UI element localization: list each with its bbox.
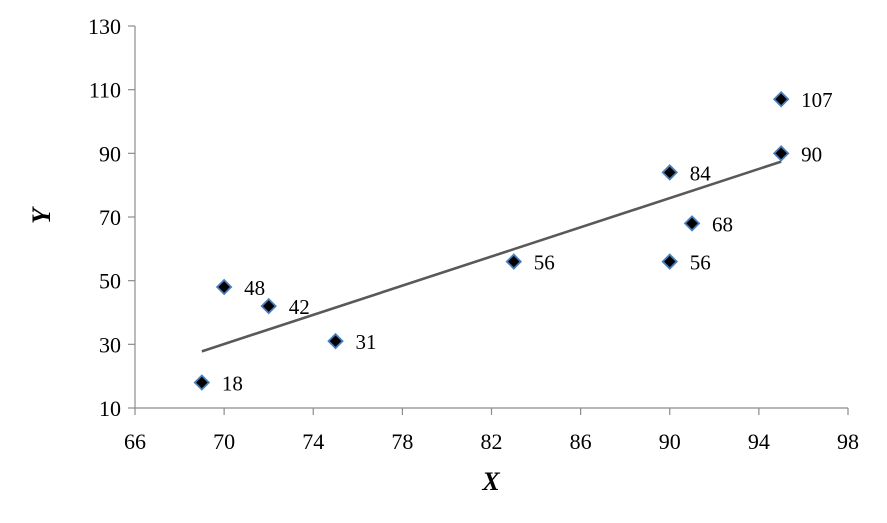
x-tick-label: 74 bbox=[302, 429, 324, 454]
y-tick-label: 70 bbox=[99, 205, 121, 230]
data-point bbox=[772, 90, 790, 108]
data-point bbox=[683, 215, 701, 232]
y-tick-label: 90 bbox=[99, 141, 121, 166]
x-tick-label: 70 bbox=[213, 429, 235, 454]
x-tick-label: 86 bbox=[570, 429, 592, 454]
y-tick-label: 50 bbox=[99, 269, 121, 294]
data-label: 56 bbox=[690, 251, 711, 275]
data-label: 90 bbox=[801, 142, 822, 166]
x-tick-label: 82 bbox=[481, 429, 503, 454]
data-label: 42 bbox=[289, 295, 310, 319]
trendline-layer bbox=[201, 160, 782, 353]
data-points-layer bbox=[193, 90, 790, 391]
data-label: 56 bbox=[534, 251, 555, 275]
data-point bbox=[260, 297, 277, 315]
y-tick-label: 10 bbox=[99, 396, 121, 421]
data-label: 48 bbox=[244, 276, 265, 300]
x-tick-label: 94 bbox=[748, 429, 770, 454]
data-point bbox=[505, 253, 523, 270]
data-label: 31 bbox=[356, 330, 377, 354]
data-label: 68 bbox=[712, 212, 733, 236]
trendline bbox=[201, 160, 782, 353]
data-point bbox=[661, 253, 679, 270]
data-label: 84 bbox=[690, 161, 712, 185]
data-point bbox=[215, 278, 233, 296]
x-tick-label: 98 bbox=[837, 429, 859, 454]
x-axis-title: X bbox=[481, 467, 500, 496]
y-tick-label: 110 bbox=[89, 78, 121, 103]
data-label: 18 bbox=[222, 372, 243, 396]
y-tick-label: 30 bbox=[99, 332, 121, 357]
data-point bbox=[661, 164, 679, 181]
x-tick-label: 66 bbox=[124, 429, 146, 454]
y-tick-label: 130 bbox=[88, 14, 121, 39]
axes: 10 30 50 70 90 110 130 66 70 74 78 82 86 90 94 98 bbox=[88, 14, 859, 454]
data-point bbox=[193, 374, 211, 391]
x-tick-label: 90 bbox=[659, 429, 681, 454]
y-axis-title: Y bbox=[27, 206, 56, 224]
data-point bbox=[327, 332, 344, 350]
data-label: 107 bbox=[801, 88, 833, 112]
data-point bbox=[772, 145, 790, 162]
x-tick-label: 78 bbox=[391, 429, 413, 454]
